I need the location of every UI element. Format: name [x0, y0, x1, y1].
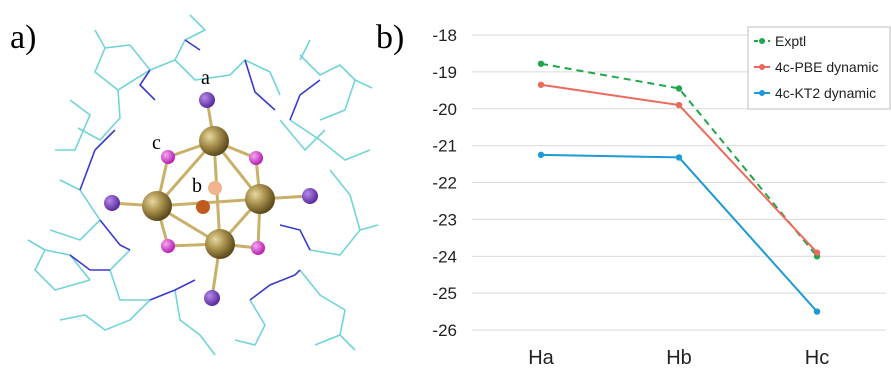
data-point — [814, 249, 820, 255]
data-point — [814, 308, 820, 314]
y-tick-label: -23 — [432, 210, 457, 229]
y-tick-label: -20 — [432, 100, 457, 119]
y-tick-label: -24 — [432, 247, 457, 266]
x-tick-label: Ha — [528, 347, 554, 369]
molecule — [28, 15, 378, 355]
y-tick-label: -21 — [432, 137, 457, 156]
legend-marker — [759, 90, 765, 96]
data-point — [538, 82, 544, 88]
legend-marker — [759, 38, 765, 44]
series-line — [541, 85, 817, 253]
atom-label: b — [192, 175, 202, 197]
data-point — [676, 102, 682, 108]
panel-label: a) — [10, 19, 36, 56]
ligand-wireframe — [28, 15, 378, 355]
y-tick-label: -26 — [432, 321, 457, 340]
data-point — [538, 152, 544, 158]
legend-label: Exptl — [775, 33, 806, 49]
x-tick-label: Hb — [666, 347, 692, 369]
y-tick-label: -19 — [432, 63, 457, 82]
y-tick-label: -18 — [432, 26, 457, 45]
legend-label: 4c-KT2 dynamic — [775, 85, 876, 101]
x-tick-label: Hc — [805, 347, 829, 369]
atom-label: c — [152, 132, 161, 154]
data-point — [538, 61, 544, 67]
y-tick-label: -25 — [432, 284, 457, 303]
legend: Exptl 4c-PBE dynamic 4c-KT2 dynamic — [748, 27, 890, 109]
legend-label: 4c-PBE dynamic — [775, 59, 878, 75]
legend-marker — [759, 64, 765, 70]
atom-label: a — [201, 67, 210, 89]
data-point — [676, 85, 682, 91]
figure: a) b) a b c -26 -25 -24 -23 -22 -21 -20 -19 -18 H… — [0, 0, 891, 370]
y-tick-label: -22 — [432, 174, 457, 193]
page: {"panels": ["a)", "b)"], "atom_labels": … — [0, 0, 891, 370]
panel-label: b) — [376, 19, 404, 56]
line-chart: -26 -25 -24 -23 -22 -21 -20 -19 -18 Ha Hb Hc Exptl 4c… — [432, 26, 890, 369]
data-point — [676, 154, 682, 160]
series-line — [541, 155, 817, 312]
